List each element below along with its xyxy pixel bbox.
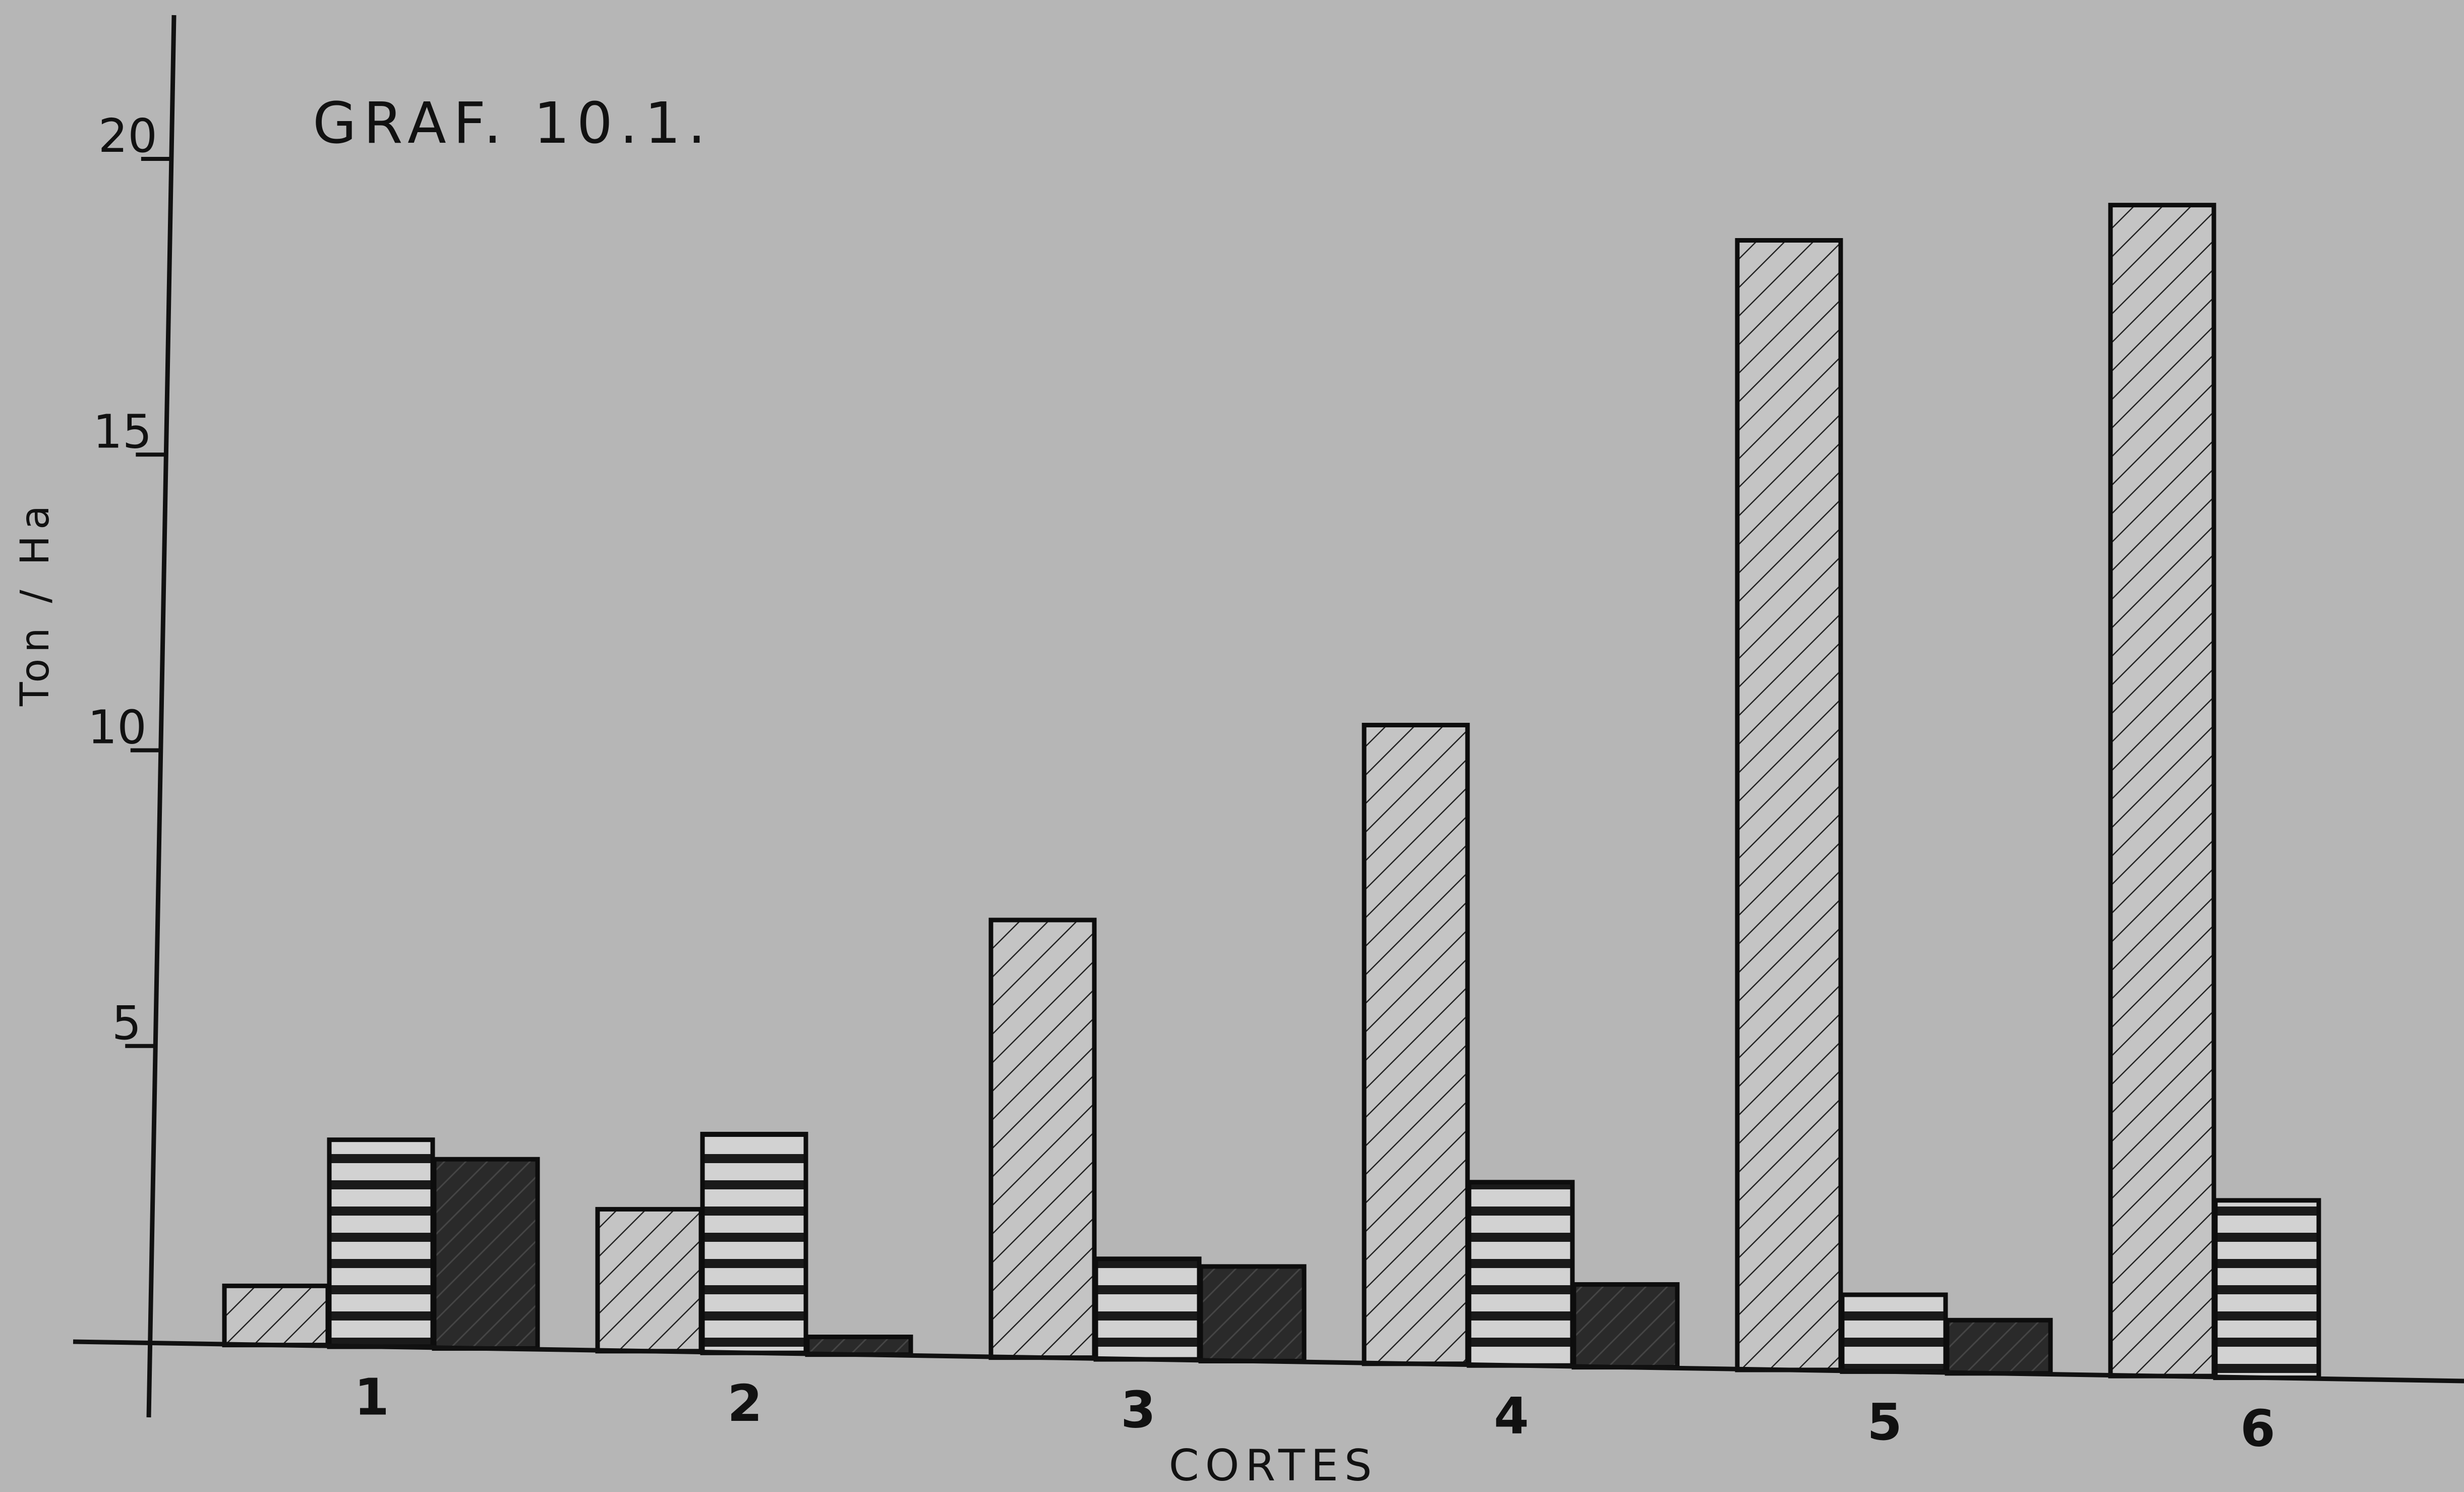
bars-group	[222, 203, 2321, 1381]
bar-corte-4-series-1	[1362, 723, 1470, 1366]
x-category-label-2: 2	[727, 1374, 762, 1433]
x-axis-title: CORTES	[1169, 1441, 1378, 1491]
y-tick-label-10: 10	[88, 701, 147, 755]
bar-corte-1-series-1	[222, 1283, 330, 1348]
bar-corte-1-series-2	[327, 1137, 435, 1349]
bar-corte-6-series-1	[2108, 203, 2216, 1379]
bar-corte-3-series-3	[1198, 1264, 1307, 1363]
bar-corte-2-series-1	[595, 1207, 703, 1354]
bar-corte-4-series-2	[1466, 1180, 1575, 1368]
bar-corte-6-series-2	[2213, 1198, 2321, 1381]
y-ticks-group: 5 10 15 20	[88, 109, 171, 1050]
x-category-label-6: 6	[2240, 1399, 2275, 1458]
bar-corte-4-series-3	[1571, 1282, 1680, 1370]
chart-title: GRAF. 10.1.	[313, 91, 713, 156]
bar-corte-3-series-2	[1093, 1256, 1202, 1362]
bar-corte-3-series-1	[988, 917, 1097, 1360]
y-axis-title: Ton / Ha	[13, 499, 58, 707]
y-axis-line	[146, 15, 177, 1418]
x-axis-line	[73, 1339, 2464, 1384]
bar-corte-5-series-1	[1735, 238, 1843, 1372]
x-category-label-3: 3	[1121, 1381, 1156, 1440]
x-category-label-5: 5	[1867, 1393, 1902, 1452]
x-category-label-1: 1	[354, 1368, 389, 1427]
bar-corte-5-series-3	[1945, 1317, 2053, 1376]
y-tick-label-20: 20	[98, 109, 157, 163]
x-category-label-4: 4	[1494, 1387, 1529, 1446]
bar-corte-1-series-3	[432, 1157, 540, 1351]
y-tick-label-5: 5	[112, 996, 142, 1050]
bar-corte-5-series-2	[1840, 1292, 1948, 1374]
bar-corte-2-series-2	[700, 1131, 808, 1355]
x-labels-group: 1 2 3 4 5 6	[354, 1368, 2275, 1458]
y-tick-label-15: 15	[93, 405, 152, 458]
